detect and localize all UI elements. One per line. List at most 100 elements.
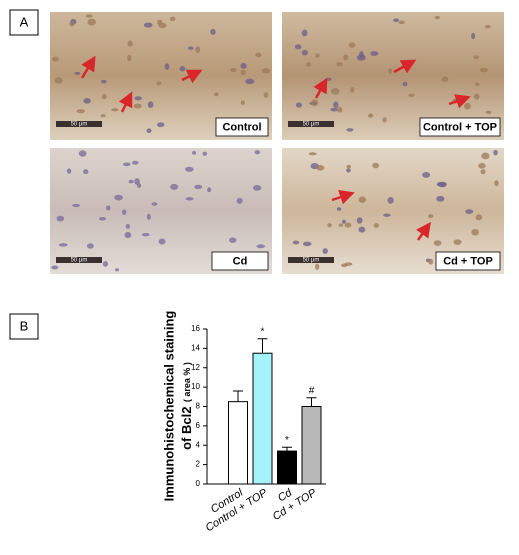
nucleus (240, 62, 247, 69)
nucleus (295, 102, 303, 108)
scale-bar-label: 50 µm (71, 258, 88, 264)
arrows (80, 55, 471, 241)
nucleus (123, 162, 131, 167)
nucleus (302, 241, 312, 247)
label-box (435, 251, 501, 271)
micrograph-label: Control (222, 121, 261, 133)
nucleus (434, 15, 440, 20)
nucleus (370, 51, 379, 56)
micrograph-label: Control + TOP (423, 121, 497, 133)
nucleus (128, 179, 134, 184)
nucleus (170, 183, 179, 190)
nucleus (372, 162, 380, 169)
label-box (211, 251, 269, 271)
nucleus (156, 81, 162, 86)
nucleus (464, 102, 471, 110)
nucleus (207, 187, 212, 193)
nucleus (373, 223, 379, 228)
nucleus (54, 77, 63, 84)
nucleus (315, 53, 320, 58)
nucleus (333, 101, 339, 109)
nucleus (100, 114, 106, 118)
nucleus (479, 67, 489, 73)
nucleus (305, 62, 311, 67)
nucleus (125, 223, 131, 229)
y-axis-label: of Bcl2 ( area % ) (179, 362, 196, 450)
nucleus (346, 128, 354, 132)
nucleus (388, 68, 393, 74)
nucleus (485, 110, 492, 114)
nucleus (100, 79, 107, 84)
nucleus (382, 117, 387, 123)
label-box (215, 117, 269, 137)
y-tick-label: 2 (196, 460, 201, 469)
scale-bar (56, 121, 102, 127)
significance-mark: * (285, 435, 289, 446)
nucleus (132, 160, 139, 165)
nucleus (494, 180, 499, 187)
nucleus (326, 77, 332, 81)
nucleus (292, 240, 300, 245)
nucleus (336, 207, 342, 211)
nucleus (475, 82, 480, 87)
micrograph-label: Cd (233, 255, 248, 267)
nucleus (102, 261, 109, 267)
nucleus (134, 96, 143, 101)
nucleus (330, 87, 340, 95)
y-axis-label: Immunohistochemical staining (161, 311, 176, 502)
nucleus (101, 94, 107, 100)
nucleus (229, 237, 237, 243)
nucleus (255, 52, 262, 58)
nucleus (346, 164, 351, 169)
nucleus (179, 66, 186, 72)
nucleus (202, 151, 208, 156)
nucleus (169, 16, 176, 22)
nucleus (471, 228, 479, 236)
scale-bar (288, 121, 334, 127)
nucleus (124, 231, 132, 239)
nucleus (308, 152, 317, 156)
scale-bar-label: 50 µm (303, 258, 320, 264)
y-axis-label-unit: ( area % ) (182, 362, 192, 402)
bar (301, 406, 322, 485)
nucleus (387, 196, 394, 204)
nucleus (368, 113, 374, 118)
nucleus (344, 222, 352, 228)
nucleus (143, 22, 153, 28)
nucleus (78, 150, 87, 157)
nucleus (338, 223, 344, 227)
nucleus (146, 128, 152, 134)
error-bar (257, 338, 268, 354)
panel-box (9, 313, 39, 340)
nucleus (393, 18, 400, 23)
nucleus (301, 49, 308, 56)
nucleus (471, 32, 476, 40)
nucleus (398, 20, 405, 25)
scale-bar (288, 257, 334, 263)
micrograph-label: Cd + TOP (443, 255, 493, 267)
nucleus (348, 42, 356, 48)
y-tick-label: 10 (191, 382, 200, 391)
nucleus (408, 93, 415, 97)
nucleus (433, 240, 442, 246)
nucleus (111, 108, 119, 112)
panel-label: B (20, 318, 29, 333)
nucleus (343, 54, 349, 61)
nucleus (185, 197, 194, 201)
nucleus (51, 265, 59, 270)
nucleus (141, 233, 150, 237)
scale-bar-label: 50 µm (71, 122, 88, 128)
nucleus (473, 93, 480, 100)
nucleus (214, 92, 219, 97)
nucleus (158, 238, 166, 245)
significance-mark: # (309, 385, 315, 396)
nucleus (436, 195, 445, 202)
significance-mark: * (261, 326, 265, 337)
nucleus (294, 44, 302, 50)
nucleus (121, 209, 127, 215)
nucleus (383, 213, 391, 217)
nucleus (330, 107, 338, 112)
nucleus (114, 268, 120, 272)
nucleus (356, 217, 363, 224)
